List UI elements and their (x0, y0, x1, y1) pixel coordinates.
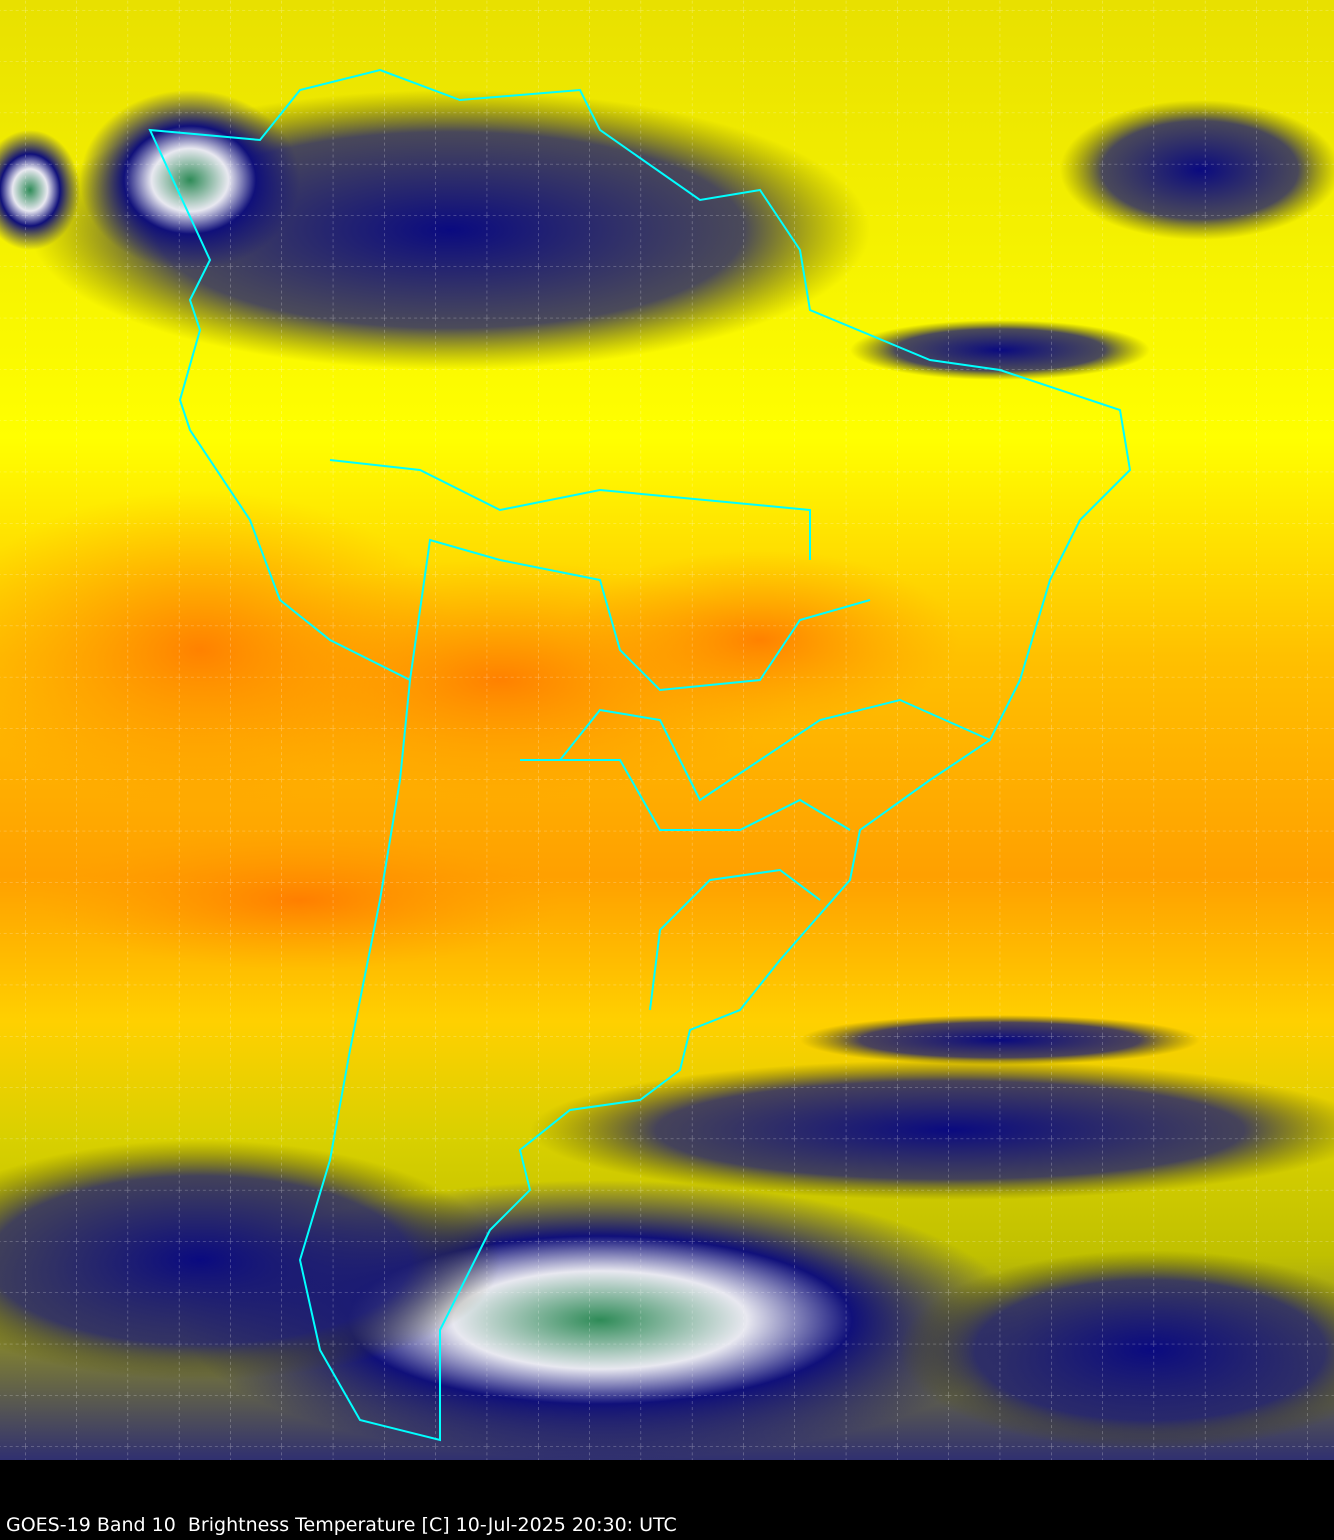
lat-lon-grid (0, 0, 1334, 1460)
water-vapor-imagery (0, 0, 1334, 1460)
coastline-borders (148, 68, 1132, 1442)
image-caption: GOES-19 Band 10 Brightness Temperature [… (6, 1514, 677, 1536)
